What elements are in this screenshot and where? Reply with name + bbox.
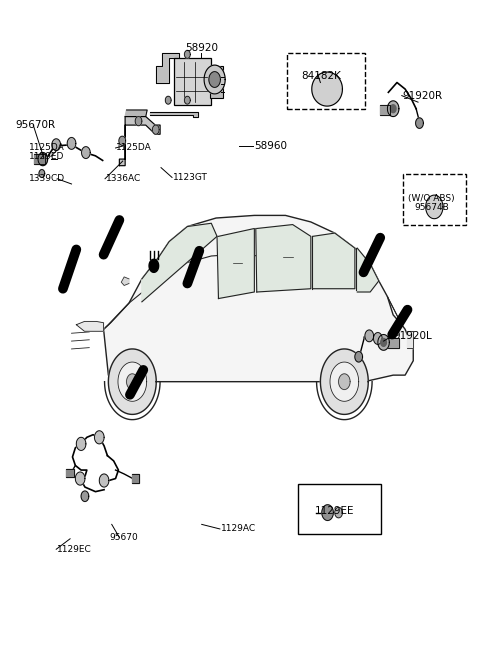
- Text: 95670R: 95670R: [15, 120, 55, 130]
- Text: 1129EC: 1129EC: [57, 544, 92, 554]
- Text: 95670: 95670: [110, 533, 139, 542]
- Bar: [299, 483, 381, 534]
- Text: (W/O ABS): (W/O ABS): [408, 194, 455, 203]
- Polygon shape: [153, 125, 159, 134]
- Polygon shape: [108, 349, 156, 415]
- Polygon shape: [76, 438, 86, 451]
- Polygon shape: [52, 139, 60, 151]
- Polygon shape: [165, 96, 171, 104]
- Text: 1129ED: 1129ED: [29, 152, 65, 161]
- Polygon shape: [390, 105, 396, 113]
- Text: 1129EE: 1129EE: [315, 506, 355, 516]
- Polygon shape: [38, 153, 48, 166]
- Polygon shape: [380, 106, 390, 115]
- Text: 58920: 58920: [185, 43, 218, 53]
- Polygon shape: [118, 362, 147, 401]
- Text: 1336AC: 1336AC: [106, 174, 141, 183]
- Polygon shape: [142, 223, 217, 302]
- Polygon shape: [99, 474, 109, 487]
- Polygon shape: [313, 233, 355, 289]
- Text: 84182K: 84182K: [301, 71, 341, 81]
- Polygon shape: [387, 101, 399, 117]
- Polygon shape: [257, 224, 311, 292]
- Text: 91920L: 91920L: [393, 331, 432, 341]
- Text: 91920R: 91920R: [403, 91, 443, 100]
- Text: 58960: 58960: [254, 141, 288, 151]
- Text: 1125DA: 1125DA: [116, 144, 151, 152]
- Text: 1129AC: 1129AC: [221, 524, 256, 533]
- Polygon shape: [355, 352, 362, 362]
- Polygon shape: [156, 53, 179, 83]
- Polygon shape: [67, 138, 76, 150]
- Polygon shape: [132, 474, 140, 483]
- Bar: [403, 174, 466, 224]
- Bar: [174, 58, 211, 106]
- Polygon shape: [82, 147, 90, 159]
- Polygon shape: [312, 72, 342, 106]
- Polygon shape: [426, 195, 443, 218]
- Polygon shape: [416, 118, 423, 129]
- Polygon shape: [338, 374, 350, 390]
- Polygon shape: [365, 330, 373, 342]
- Polygon shape: [184, 51, 190, 58]
- Polygon shape: [66, 469, 74, 477]
- Polygon shape: [119, 136, 126, 146]
- Polygon shape: [381, 338, 386, 346]
- Text: 1125DA: 1125DA: [29, 144, 65, 152]
- Polygon shape: [335, 507, 342, 518]
- Polygon shape: [121, 277, 129, 285]
- Polygon shape: [407, 331, 413, 348]
- Polygon shape: [125, 110, 147, 117]
- Polygon shape: [127, 374, 138, 390]
- Text: 1339CD: 1339CD: [29, 174, 66, 183]
- Polygon shape: [209, 72, 220, 87]
- Polygon shape: [218, 228, 254, 298]
- Polygon shape: [184, 96, 190, 104]
- Polygon shape: [39, 170, 45, 177]
- Polygon shape: [357, 248, 379, 292]
- Polygon shape: [34, 154, 45, 165]
- Bar: [287, 53, 365, 109]
- Polygon shape: [373, 333, 382, 344]
- Bar: [210, 66, 223, 98]
- Polygon shape: [104, 215, 413, 382]
- Polygon shape: [150, 112, 198, 117]
- Polygon shape: [95, 431, 104, 444]
- Polygon shape: [321, 349, 368, 415]
- Polygon shape: [204, 65, 225, 94]
- Polygon shape: [76, 321, 104, 331]
- Polygon shape: [75, 472, 85, 485]
- Polygon shape: [81, 491, 89, 501]
- Polygon shape: [322, 504, 333, 520]
- Polygon shape: [149, 259, 158, 272]
- Polygon shape: [120, 117, 160, 166]
- Polygon shape: [330, 362, 359, 401]
- Polygon shape: [135, 117, 142, 126]
- Text: 95674B: 95674B: [414, 203, 449, 212]
- Polygon shape: [378, 335, 389, 350]
- Text: 1123GT: 1123GT: [173, 173, 208, 182]
- Polygon shape: [388, 338, 399, 348]
